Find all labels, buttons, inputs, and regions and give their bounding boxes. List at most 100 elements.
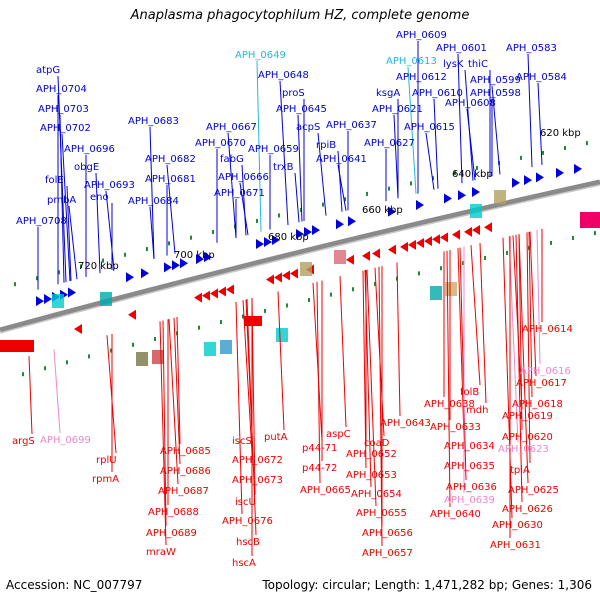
reverse-leader-line bbox=[176, 317, 181, 445]
reverse-gene-label: APH_0620 bbox=[502, 432, 553, 443]
forward-gene-arrow bbox=[196, 254, 204, 265]
forward-gene-label: APH_0641 bbox=[316, 154, 367, 165]
reverse-gene-label: APH_0699 bbox=[40, 435, 91, 446]
genome-title: Anaplasma phagocytophilum HZ, complete g… bbox=[130, 8, 470, 23]
forward-leader-line bbox=[317, 132, 327, 216]
genome-summary: Topology: circular; Length: 1,471,282 bp… bbox=[262, 578, 592, 592]
forward-label-leaders bbox=[37, 41, 543, 290]
reverse-leader-line bbox=[446, 250, 451, 508]
tick-marker bbox=[264, 308, 266, 313]
accession-info: Accession: NC_007797 bbox=[6, 578, 142, 592]
forward-gene-label: APH_0683 bbox=[128, 116, 179, 127]
forward-gene-label: obgE bbox=[74, 162, 99, 173]
reverse-gene-label: APH_0633 bbox=[430, 422, 481, 433]
forward-gene-label: APH_0704 bbox=[36, 84, 87, 95]
reverse-leader-line bbox=[173, 317, 181, 465]
reverse-gene-label: APH_0643 bbox=[380, 418, 431, 429]
tick-marker bbox=[440, 266, 442, 271]
reverse-gene-arrow bbox=[440, 232, 448, 243]
forward-gene-arrow bbox=[536, 172, 544, 183]
forward-gene-arrow bbox=[458, 190, 466, 201]
tick-marker bbox=[344, 197, 346, 202]
tick-marker bbox=[462, 261, 464, 266]
forward-gene-arrow bbox=[472, 186, 480, 197]
forward-gene-label: APH_0702 bbox=[40, 123, 91, 134]
reverse-gene-arrow bbox=[346, 254, 354, 265]
reverse-leader-line bbox=[159, 321, 167, 546]
tick-marker bbox=[58, 270, 60, 275]
tick-marker bbox=[432, 176, 434, 181]
forward-gene-arrow bbox=[336, 219, 344, 230]
forward-leader-line bbox=[337, 150, 343, 212]
tick-marker bbox=[124, 252, 126, 257]
length-label: Length: bbox=[374, 578, 421, 592]
forward-gene-label: lysK bbox=[443, 59, 464, 70]
forward-gene-label: APH_0615 bbox=[404, 122, 455, 133]
forward-leader-line bbox=[66, 185, 72, 281]
reverse-gene-arrow bbox=[400, 241, 408, 252]
forward-leader-line bbox=[393, 114, 399, 199]
reverse-leader-line bbox=[457, 248, 465, 440]
reverse-gene-block bbox=[580, 212, 600, 228]
reverse-gene-label: iscU bbox=[235, 497, 256, 508]
reverse-leader-line bbox=[242, 300, 253, 454]
reverse-gene-arrow bbox=[372, 248, 380, 259]
tick-marker bbox=[366, 191, 368, 196]
feature-box bbox=[220, 340, 232, 354]
forward-gene-arrow bbox=[574, 163, 582, 174]
feature-box bbox=[276, 328, 288, 342]
forward-gene-label: fabG bbox=[220, 154, 244, 165]
forward-gene-label: APH_0671 bbox=[214, 188, 265, 199]
genes-value: 1,306 bbox=[557, 578, 592, 592]
tick-marker bbox=[586, 141, 588, 146]
forward-gene-arrow bbox=[141, 268, 149, 279]
forward-gene-label: proS bbox=[282, 88, 305, 99]
reverse-label-leaders bbox=[28, 228, 543, 556]
forward-gene-arrow bbox=[444, 193, 452, 204]
reverse-gene-label: APH_0687 bbox=[158, 486, 209, 497]
tick-marker bbox=[66, 360, 68, 365]
forward-leader-line bbox=[239, 182, 249, 236]
forward-leader-line bbox=[105, 190, 115, 270]
forward-gene-label: APH_0666 bbox=[218, 172, 269, 183]
reverse-gene-label: APH_0686 bbox=[160, 466, 211, 477]
reverse-gene-arrow bbox=[226, 284, 234, 295]
forward-leader-line bbox=[95, 172, 101, 274]
forward-gene-label: atpG bbox=[36, 65, 60, 76]
reverse-leader-line bbox=[459, 247, 467, 481]
reverse-gene-label: APH_0635 bbox=[444, 461, 495, 472]
forward-gene-label: APH_0681 bbox=[145, 174, 196, 185]
forward-gene-label: APH_0648 bbox=[258, 70, 309, 81]
reverse-gene-label: APH_0656 bbox=[362, 528, 413, 539]
feature-box bbox=[430, 286, 442, 300]
reverse-leader-line bbox=[515, 234, 523, 503]
reverse-gene-label: APH_0626 bbox=[502, 504, 553, 515]
forward-leader-line bbox=[149, 206, 155, 259]
feature-box bbox=[100, 292, 112, 306]
tick-marker bbox=[410, 181, 412, 186]
tick-marker bbox=[220, 320, 222, 325]
tick-marker bbox=[242, 314, 244, 319]
tick-marker bbox=[572, 235, 574, 240]
forward-leader-line bbox=[227, 132, 237, 239]
forward-gene-label: eno bbox=[90, 192, 109, 203]
reverse-gene-block bbox=[0, 340, 34, 352]
reverse-gene-label: putA bbox=[264, 432, 288, 443]
forward-leader-line bbox=[491, 85, 501, 175]
reverse-gene-label: hscA bbox=[232, 558, 256, 569]
genes-label: Genes: bbox=[511, 578, 554, 592]
tick-marker bbox=[476, 165, 478, 170]
reverse-gene-label: APH_0623 bbox=[498, 444, 549, 455]
reverse-gene-label: rplU bbox=[96, 455, 117, 466]
reverse-gene-label: argS bbox=[12, 436, 35, 447]
reverse-gene-block bbox=[244, 316, 262, 326]
tick-marker bbox=[454, 171, 456, 176]
reverse-leader-line bbox=[526, 232, 531, 464]
tick-marker bbox=[36, 276, 38, 281]
forward-gene-arrow bbox=[416, 200, 424, 211]
reverse-gene-label: aspC bbox=[326, 429, 351, 440]
reverse-leader-line bbox=[396, 262, 401, 417]
forward-gene-label: thiC bbox=[468, 59, 488, 70]
forward-gene-arrow bbox=[126, 272, 134, 283]
forward-leader-line bbox=[256, 60, 262, 232]
